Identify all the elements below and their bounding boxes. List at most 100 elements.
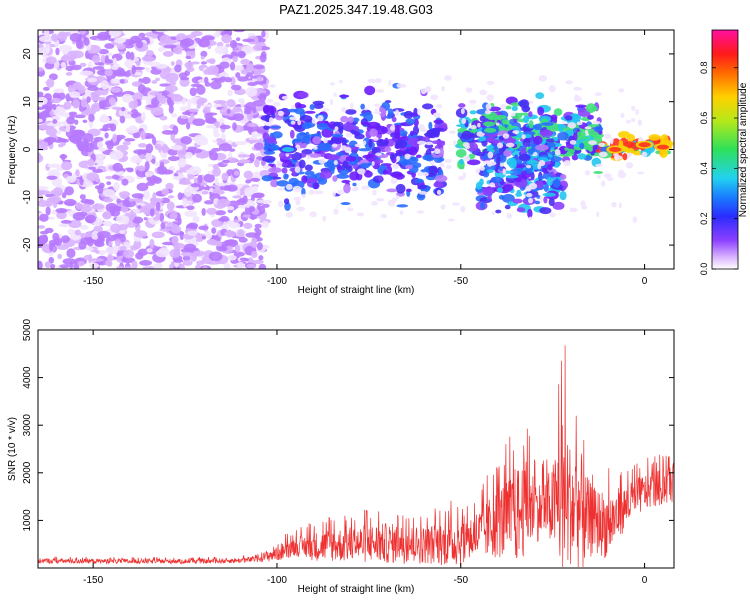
spectrogram-blob	[97, 230, 111, 239]
spectrogram-blob	[484, 109, 492, 115]
spectrogram-blob	[180, 135, 193, 145]
spectrogram-blob	[154, 143, 162, 151]
spectrogram-blob	[261, 30, 266, 38]
spectrogram-blob	[98, 147, 107, 152]
spectrogram-blob	[227, 254, 237, 261]
spectrogram-blob	[139, 259, 152, 266]
spectrogram-blob	[369, 128, 378, 137]
spectrogram-blob	[308, 189, 315, 195]
spectrogram-blob	[637, 171, 645, 175]
spectrogram-blob	[53, 88, 65, 94]
spectrogram-blob	[540, 122, 554, 126]
spectrogram-blob	[537, 157, 549, 162]
spectrogram-blob	[62, 258, 76, 265]
spectrogram-blob	[311, 118, 317, 124]
spectrogram-blob	[592, 120, 601, 125]
spectrogram-blob	[110, 156, 118, 160]
spectrogram-blob	[563, 159, 571, 167]
spectrogram-blob	[66, 248, 76, 259]
spectrogram-blob	[198, 38, 210, 48]
spectrogram-blob	[421, 103, 434, 110]
snr-y-tick-label: 1000	[22, 509, 33, 532]
spectrogram-blob	[250, 250, 258, 259]
spectrogram-blob	[433, 119, 444, 124]
spectrogram-blob	[162, 50, 174, 57]
spectrogram-blob	[516, 207, 526, 213]
spectrogram-blob	[317, 115, 324, 122]
spectrogram-blob	[171, 235, 179, 245]
spectrogram-blob	[48, 73, 58, 81]
spectrogram-blob	[133, 149, 147, 155]
spectrogram-blob	[58, 44, 73, 53]
spectrogram-blob	[137, 143, 148, 148]
spectrogram-blob	[119, 115, 126, 124]
spectrogram-blob	[368, 138, 373, 148]
spectrogram-blob	[587, 114, 594, 120]
spectrogram-blob	[217, 183, 227, 187]
spectrogram-blob	[39, 230, 49, 235]
spectrogram-blob	[496, 142, 504, 149]
spectrogram-blob	[262, 84, 269, 89]
spectrogram-blob	[242, 38, 255, 43]
spectrogram-blob	[169, 81, 176, 86]
colorbar-label: Normalized spectral amplitude	[738, 82, 749, 217]
spectrogram-blob	[392, 197, 398, 203]
spectrogram-blob	[163, 39, 177, 44]
spectrogram-blob	[415, 154, 422, 159]
spectrogram-blob	[266, 98, 274, 103]
spectrogram-blob	[476, 152, 486, 157]
spectrogram-blob	[152, 136, 157, 146]
spectrogram-blob	[79, 30, 87, 35]
spectrogram-blob	[414, 178, 424, 184]
spectrogram-y-tick-label: 0	[22, 146, 33, 152]
spectrogram-blob	[584, 126, 592, 130]
spectrogram-blob	[389, 172, 403, 177]
spectrogram-blob	[122, 249, 135, 259]
spectrogram-blob	[224, 239, 238, 244]
spectrogram-blob	[535, 144, 549, 151]
spectrogram-blob	[121, 215, 130, 225]
spectrogram-blob	[252, 44, 263, 51]
spectrogram-blob	[396, 155, 401, 162]
spectrogram-blob	[56, 210, 67, 220]
spectrogram-blob	[352, 182, 357, 187]
spectrogram-blob	[170, 144, 184, 151]
spectrogram-blob	[245, 86, 258, 97]
spectrogram-blob	[486, 137, 496, 142]
spectrogram-blob	[521, 134, 526, 140]
spectrogram-blob	[298, 159, 306, 169]
spectrogram-blob	[190, 183, 201, 188]
spectrogram-blob	[187, 98, 192, 109]
spectrogram-blob	[74, 229, 81, 236]
spectrogram-blob	[250, 239, 257, 248]
spectrogram-x-tick-label: -150	[83, 276, 103, 287]
spectrogram-blob	[333, 208, 339, 215]
spectrogram-blob	[349, 171, 360, 181]
spectrogram-blob	[155, 30, 169, 33]
spectrogram-x-tick-label: -100	[267, 276, 287, 287]
spectrogram-blob	[216, 242, 223, 247]
spectrogram-blob	[479, 166, 485, 171]
spectrogram-blob	[259, 53, 267, 63]
spectrogram-blob	[136, 182, 149, 192]
spectrogram-blob	[161, 188, 169, 196]
spectrogram-blob	[491, 211, 495, 216]
spectrogram-blob	[140, 130, 146, 140]
spectrogram-blob	[318, 158, 326, 164]
spectrogram-blob	[455, 149, 467, 158]
spectrogram-blob	[559, 190, 567, 201]
spectrogram-blob	[232, 55, 238, 63]
spectrogram-blob	[158, 165, 164, 172]
spectrogram-blob	[567, 122, 577, 129]
spectrogram-blob	[301, 123, 312, 129]
spectrogram-blob	[295, 199, 301, 206]
spectrogram-blob	[81, 133, 94, 143]
spectrogram-blob	[187, 222, 199, 230]
spectrogram-blob	[396, 204, 409, 208]
spectrogram-blob	[479, 115, 486, 122]
spectrogram-blob	[184, 210, 198, 217]
spectrogram-blob	[542, 192, 557, 197]
spectrogram-blob	[167, 155, 180, 162]
spectrogram-blob	[301, 142, 307, 149]
spectrogram-blob	[72, 82, 80, 90]
